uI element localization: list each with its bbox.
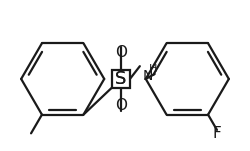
- Text: O: O: [115, 98, 127, 113]
- Text: S: S: [115, 70, 127, 88]
- Text: F: F: [212, 126, 221, 141]
- Text: O: O: [115, 45, 127, 60]
- Text: N: N: [142, 69, 153, 83]
- Text: S: S: [115, 70, 127, 88]
- Bar: [112, 70, 130, 88]
- Text: H: H: [148, 64, 157, 74]
